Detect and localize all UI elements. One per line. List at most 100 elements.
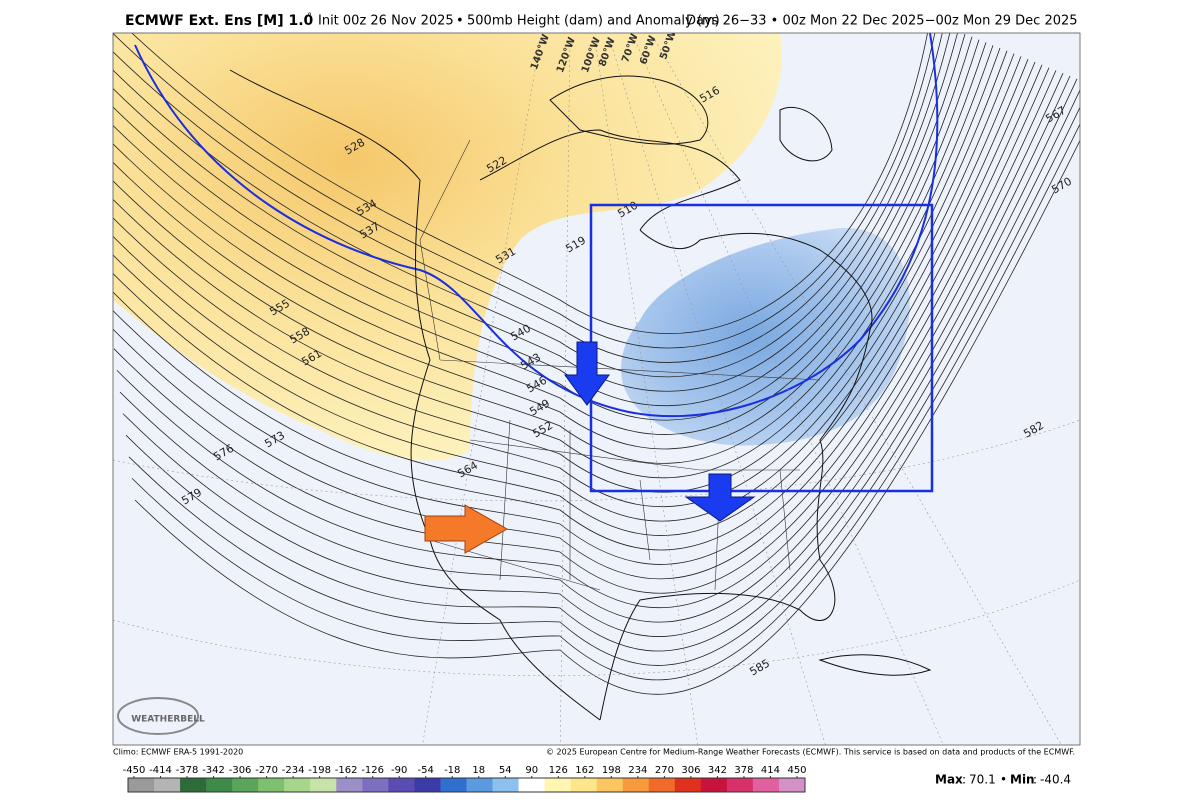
contour-line [113,36,973,421]
contour-line [113,67,1050,580]
colorbar-tick-label: -450 [123,765,146,776]
colorbar-swatch [674,778,702,792]
colorbar-tick-label: -306 [229,765,252,776]
logo-swirl [117,697,199,735]
colorbar-tick-label: 306 [681,765,700,776]
map-frame [112,32,1081,746]
map: 5285345375555585615735765795315195105405… [113,33,1080,745]
colorbar-swatch [466,778,494,792]
colorbar-swatch [752,778,780,792]
colorbar-swatch [310,778,337,792]
contour-line [113,47,1001,479]
min-label: Min [1010,773,1035,787]
cold-arrow [684,473,756,522]
contour-line [113,42,987,450]
contour-line [116,73,1064,609]
colorbar-tick-label: -18 [444,765,460,776]
colorbar-swatch [726,778,754,792]
climo: Climo: ECMWF ERA-5 1991-2020 [113,748,243,757]
colorbar-tick-label: -90 [391,765,407,776]
model: ECMWF Ext. Ens [M] 1.0 [125,13,314,29]
valid: Days 26−33 • 00z Mon 22 Dec 2025−00z Mon… [686,14,1078,29]
contour-line [131,33,928,334]
contour-line [113,33,951,378]
contour-line [113,59,1029,536]
contour-line [125,89,1080,652]
contour-line [113,33,936,349]
contour-line [113,64,1043,565]
contour-540 [134,33,939,418]
contour-line [113,33,958,392]
max-label: Max [935,773,963,787]
colorbar-swatch [232,778,259,792]
colorbar-swatch [154,778,181,792]
separator: • [456,14,464,29]
contour-line [113,39,980,435]
contour-line [113,33,943,363]
cold-arrow [564,341,610,406]
colorbar-tick-label: 342 [708,765,727,776]
graticule [113,39,1080,745]
colorbar-tick-label: -162 [335,765,358,776]
colorbar-tick-label: 450 [787,765,806,776]
contour-line [113,45,994,464]
contour-line [122,78,1078,637]
contour-line [131,123,1080,681]
contour-line [113,33,966,406]
colorbar-frame [127,777,806,793]
contour-line [128,106,1080,666]
contour-line [113,53,1015,508]
colorbar-swatch [700,778,728,792]
max-min: Max : 70.1 • Min : -40.4 [935,773,1071,787]
warm-arrow [424,504,509,554]
colorbar-swatch [622,778,650,792]
colorbar-tick-label: -126 [361,765,384,776]
colorbar-tick-label: 162 [575,765,594,776]
colorbar-tick-label: 90 [525,765,538,776]
colorbar: -450 -414 -378 -342 -306 -270 -234 -198 -162 -126… [123,765,807,793]
colorbar-tick-label: 18 [472,765,485,776]
colorbar-swatch [648,778,676,792]
colorbar-swatch [336,778,363,792]
colorbar-swatch [388,778,415,792]
colorbar-tick-label: 378 [734,765,753,776]
colorbar-tick-label: -198 [308,765,331,776]
field: 500mb Height (dam) and Anomaly (m) [467,14,720,29]
colorbar-swatch [518,778,546,792]
colorbar-swatch [414,778,441,792]
degree: ° [307,12,312,23]
colorbar-tick-label: -54 [418,765,434,776]
contour-line [113,50,1008,493]
colorbar-tick-label: -234 [282,765,305,776]
colorbar-swatch [778,778,806,792]
contour-line [134,139,1080,695]
colorbar-swatch [570,778,598,792]
height-contours [113,33,1080,695]
separator: : [1033,773,1037,787]
borders [419,139,821,591]
contour-line [113,61,1036,551]
colorbar-tick-label: 270 [655,765,674,776]
colorbar-tick-label: 414 [761,765,780,776]
colorbar-swatch [284,778,311,792]
colorbar-swatch [258,778,285,792]
positive-anomaly [113,33,782,461]
colorbar-tick-label: 54 [499,765,512,776]
colorbar-tick-label: -378 [176,765,199,776]
colorbar-swatch [544,778,572,792]
colorbar-tick-label: -414 [149,765,172,776]
colorbar-swatch [180,778,207,792]
contour-line [113,56,1022,522]
copyright: © 2025 European Centre for Medium-Range … [546,748,1075,757]
colorbar-tick-label: -342 [202,765,225,776]
colorbar-swatch [206,778,233,792]
colorbar-tick-label: 234 [628,765,647,776]
colorbar-swatch [128,778,155,792]
contour-line [113,70,1057,594]
colorbar-tick-label: 198 [602,765,621,776]
negative-anomaly [621,227,910,446]
colorbar-swatch [492,778,520,792]
colorbar-swatch [362,778,389,792]
init: Init 00z 26 Nov 2025 [318,14,454,29]
